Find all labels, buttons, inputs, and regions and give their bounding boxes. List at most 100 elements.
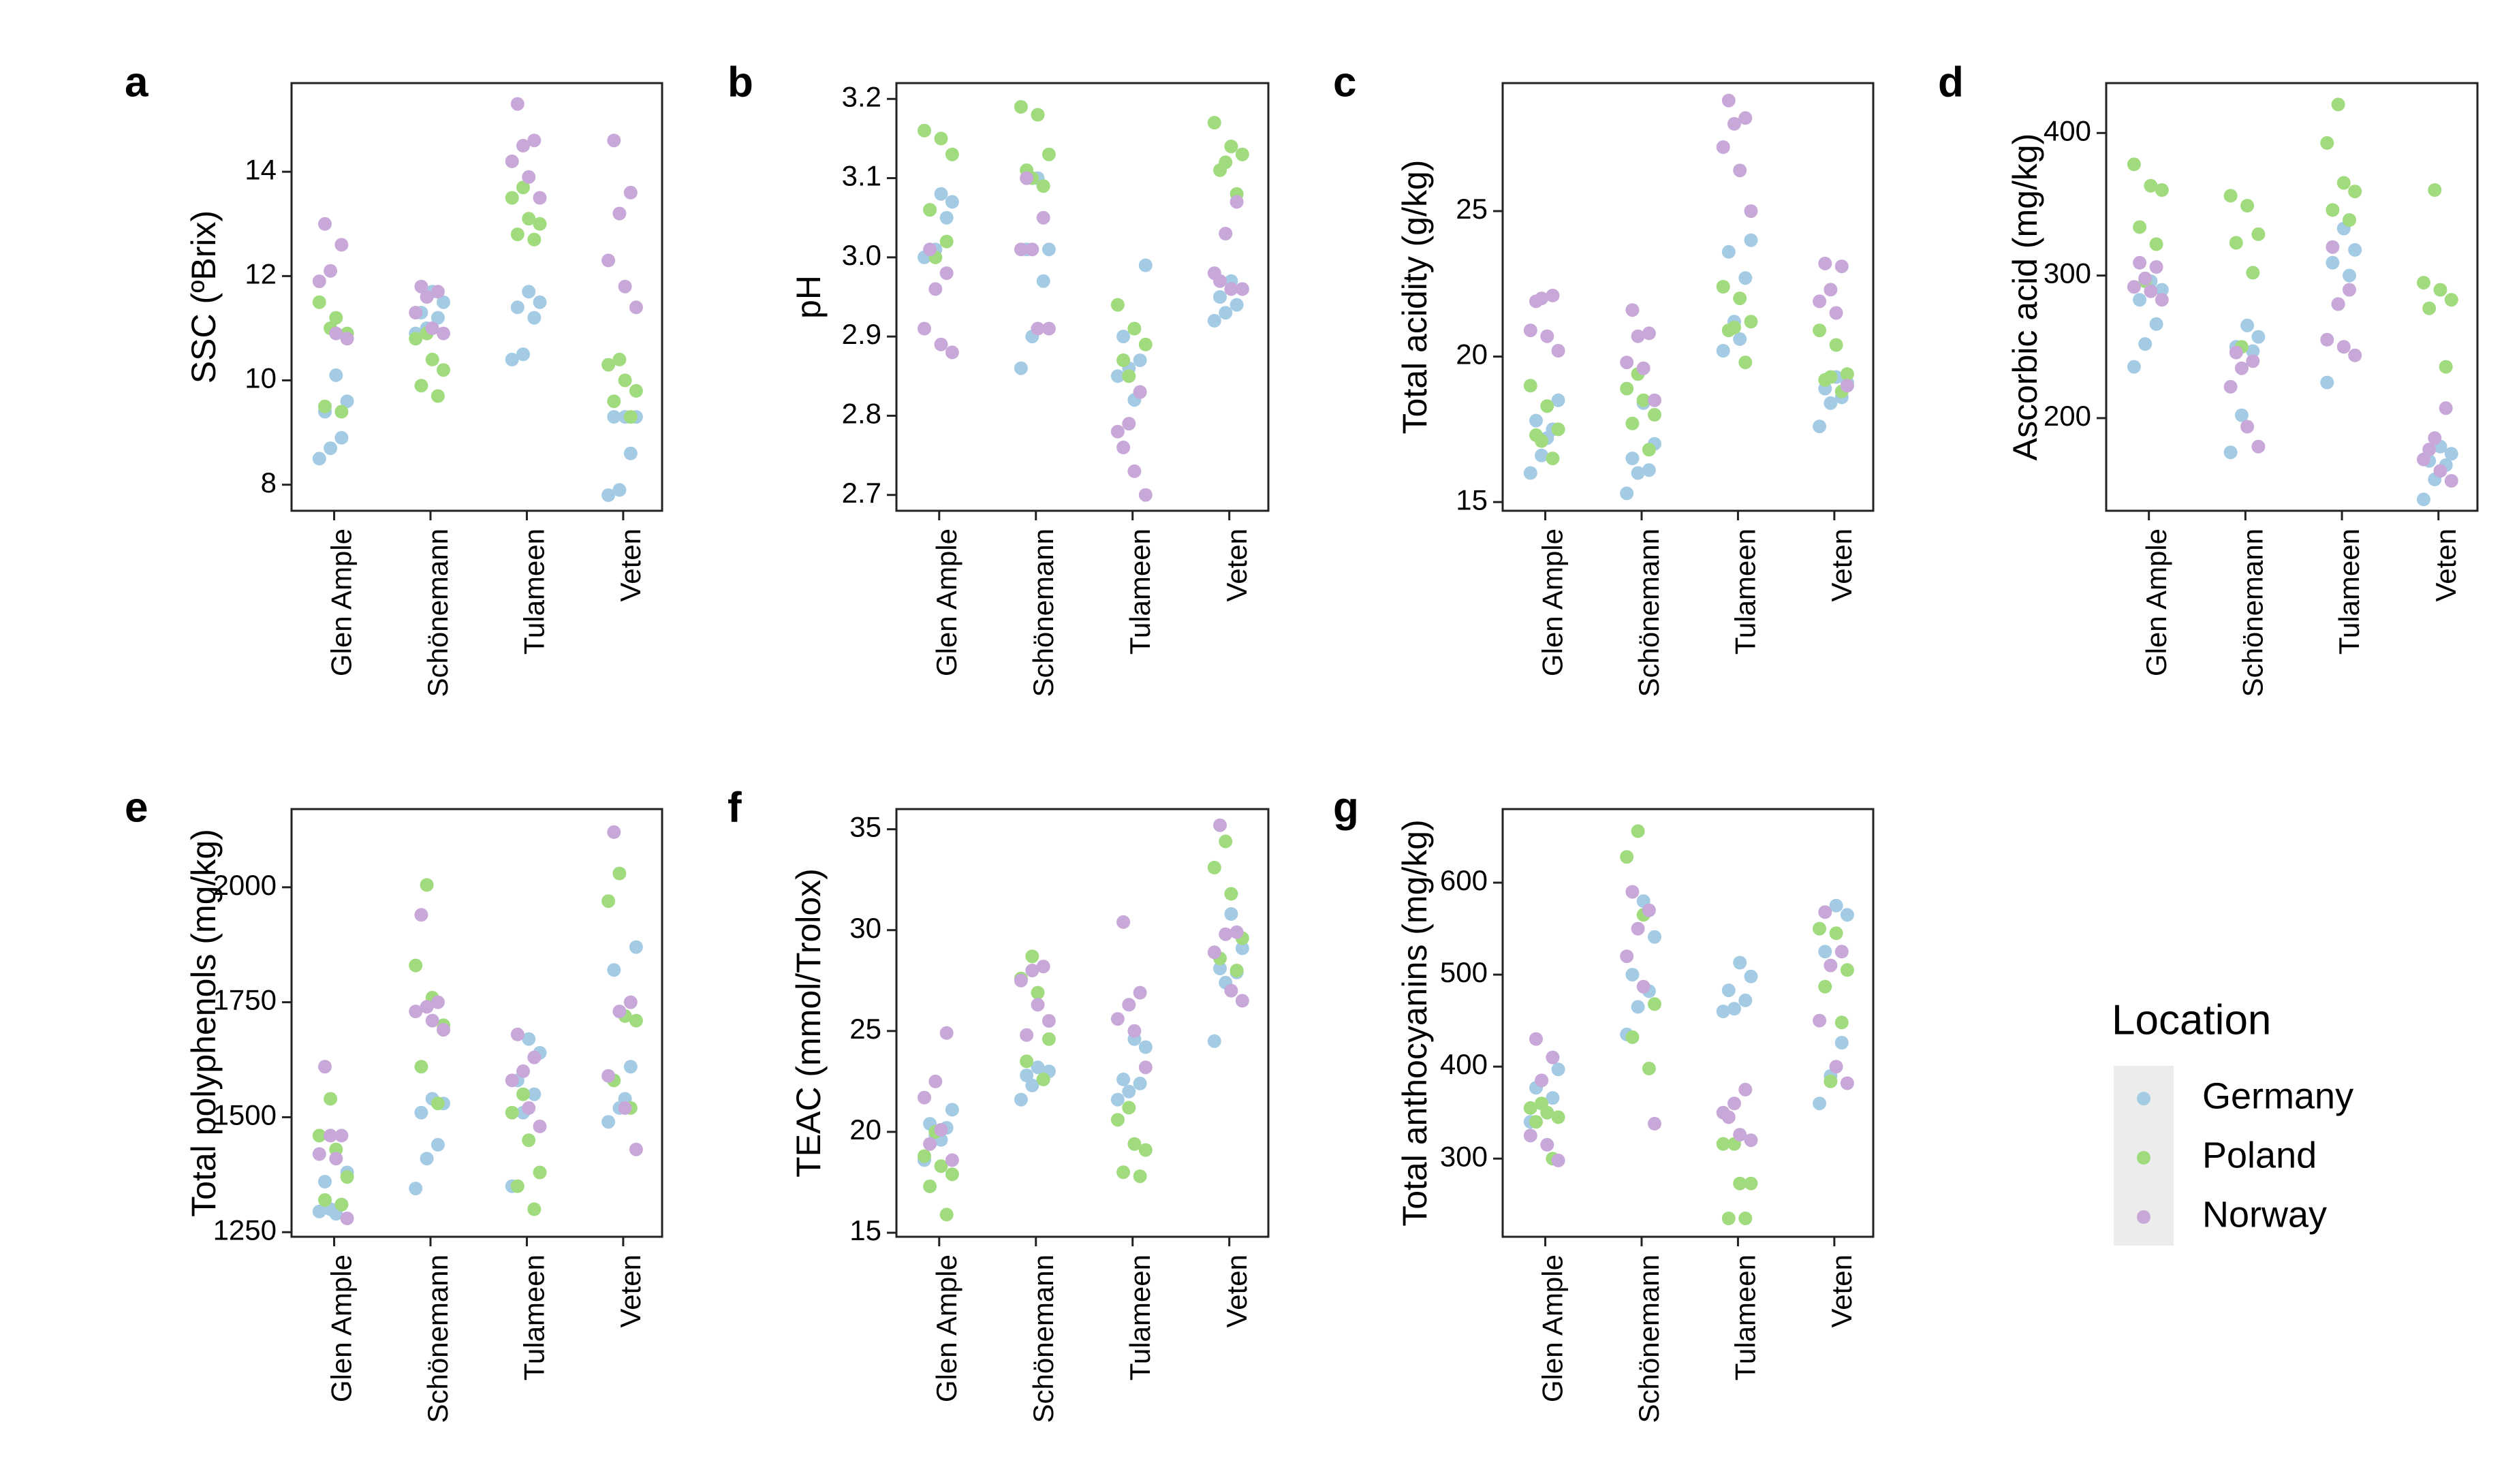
data-point-germany [1721, 983, 1736, 998]
data-point-poland [1138, 337, 1153, 351]
x-tick-label: Glen Ample [326, 528, 358, 676]
data-point-norway [414, 279, 428, 294]
data-point-germany [533, 295, 547, 309]
data-point-poland [1738, 356, 1753, 370]
data-point-germany [623, 1060, 638, 1074]
data-point-poland [1733, 291, 1747, 306]
data-point-norway [1721, 93, 1736, 108]
data-point-germany [612, 483, 627, 497]
data-point-poland [623, 410, 638, 424]
data-point-norway [437, 326, 450, 341]
data-point-norway [2246, 354, 2260, 368]
x-tick-label: Schönemann [1633, 528, 1665, 697]
data-point-poland [2343, 213, 2356, 227]
panel-b: b 2.7 2.8 2.9 3.0 3.1 3.2 pH Glen Ample Schöneman… [727, 59, 1270, 697]
y-tick-label: 20 [1456, 338, 1488, 370]
data-point-germany [437, 295, 450, 309]
data-point-norway [516, 1064, 530, 1078]
data-point-germany [1631, 1000, 1645, 1014]
data-point-poland [2439, 360, 2453, 374]
data-point-norway [324, 264, 338, 278]
y-axis-title: SSC (ºBrix) [185, 210, 223, 383]
data-point-poland [1631, 824, 1645, 838]
data-point-norway [409, 1005, 423, 1019]
data-point-norway [2320, 332, 2334, 347]
data-point-poland [437, 363, 450, 377]
data-point-poland [318, 1193, 332, 1207]
data-point-germany [1523, 466, 1537, 480]
data-point-poland [1733, 1176, 1747, 1190]
y-tick-label: 20 [849, 1114, 881, 1146]
data-point-norway [1235, 994, 1249, 1008]
data-point-poland [2246, 266, 2260, 280]
data-point-norway [2417, 452, 2430, 467]
data-point-norway [1133, 385, 1147, 399]
data-point-poland [2444, 293, 2458, 307]
data-point-germany [1116, 1072, 1131, 1086]
data-point-germany [505, 352, 519, 366]
data-point-poland [629, 383, 643, 398]
data-point-norway [623, 995, 638, 1009]
data-point-norway [1122, 417, 1136, 431]
data-point-norway [1014, 973, 1028, 988]
data-point-poland [414, 379, 428, 393]
y-tick-label: 2.7 [842, 477, 881, 509]
data-point-poland [1744, 315, 1758, 329]
data-point-poland [1738, 1212, 1753, 1225]
data-point-norway [1020, 1028, 1034, 1042]
data-point-norway [1738, 1082, 1753, 1096]
y-tick-label: 12 [245, 257, 277, 289]
data-point-norway [1733, 163, 1747, 178]
data-point-norway [2133, 255, 2147, 270]
x-tick-label: Glen Ample [326, 1254, 358, 1402]
data-point-norway [1840, 1076, 1854, 1090]
data-point-poland [1138, 1143, 1153, 1157]
data-point-poland [505, 1105, 519, 1120]
data-point-norway [939, 1026, 954, 1040]
data-point-poland [431, 389, 445, 403]
data-point-poland [510, 227, 525, 242]
data-point-poland [1840, 963, 1854, 977]
data-point-germany [2251, 330, 2266, 344]
data-point-norway [1230, 925, 1244, 939]
data-point-germany [1744, 233, 1758, 247]
legend-label-norway: Norway [2202, 1194, 2327, 1235]
data-point-poland [431, 1096, 445, 1111]
panel-f: f 15 20 25 30 35 TEAC (mmol/Trolox) Glen Ample S… [727, 784, 1270, 1423]
data-point-poland [340, 1170, 354, 1184]
data-point-germany [1733, 956, 1747, 970]
y-tick-label: 25 [849, 1013, 881, 1045]
y-tick-label: 1750 [213, 984, 277, 1016]
data-point-norway [612, 206, 627, 221]
data-point-norway [1813, 294, 1827, 309]
x-tick-label: Veten [1221, 528, 1253, 601]
data-point-norway [318, 217, 332, 231]
data-point-germany [1535, 448, 1549, 462]
data-point-poland [2229, 236, 2243, 250]
data-point-poland [2336, 176, 2351, 190]
data-point-norway [1625, 885, 1640, 899]
data-point-norway [1625, 303, 1640, 317]
data-point-poland [1551, 422, 1565, 437]
data-point-norway [334, 238, 349, 252]
data-point-poland [1721, 1212, 1736, 1225]
y-tick-label: 400 [2044, 114, 2091, 146]
data-point-norway [1122, 998, 1136, 1012]
y-axis-title: pH [789, 275, 828, 319]
x-tick-label: Tulameen [518, 1254, 550, 1380]
data-point-germany [1648, 930, 1661, 944]
data-point-germany [1829, 898, 1843, 913]
data-point-germany [431, 311, 445, 325]
data-point-germany [414, 1105, 428, 1120]
data-point-germany [1818, 945, 1832, 959]
data-point-poland [1219, 155, 1233, 170]
data-point-norway [1727, 1096, 1741, 1111]
data-point-poland [1042, 1032, 1056, 1046]
x-tick-label: Tulameen [1730, 528, 1762, 654]
data-point-poland [1036, 1072, 1050, 1086]
data-point-poland [2144, 178, 2158, 193]
data-point-poland [934, 1159, 948, 1173]
plot-frame [895, 82, 1270, 512]
